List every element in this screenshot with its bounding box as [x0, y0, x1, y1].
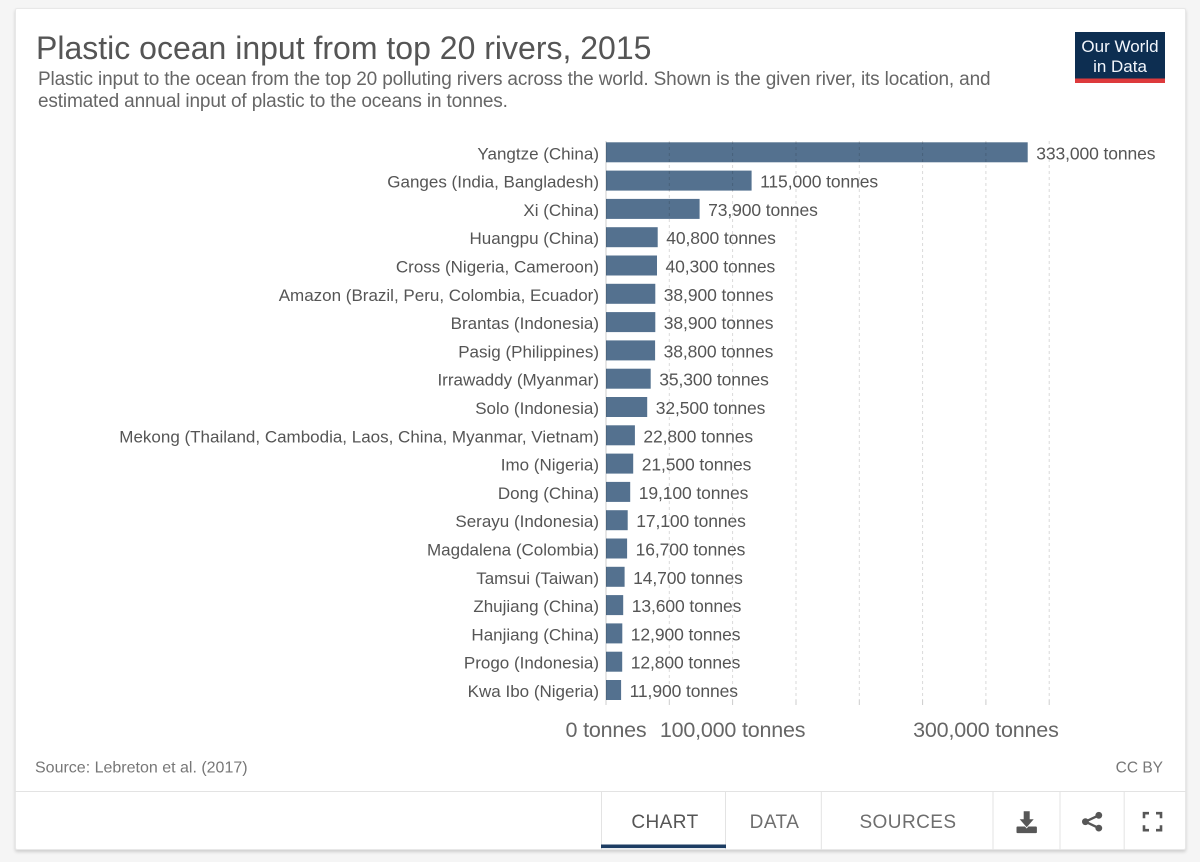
- svg-text:14,700 tonnes: 14,700 tonnes: [633, 568, 743, 588]
- svg-text:Hanjiang (China): Hanjiang (China): [471, 625, 599, 644]
- svg-text:Xi (China): Xi (China): [523, 201, 599, 220]
- svg-text:12,900 tonnes: 12,900 tonnes: [631, 624, 741, 644]
- svg-text:Ganges (India, Bangladesh): Ganges (India, Bangladesh): [387, 173, 599, 192]
- svg-text:Amazon (Brazil, Peru, Colombia: Amazon (Brazil, Peru, Colombia, Ecuador): [279, 286, 599, 305]
- svg-text:CHART: CHART: [631, 812, 698, 833]
- svg-text:Kwa Ibo (Nigeria): Kwa Ibo (Nigeria): [468, 682, 599, 701]
- svg-text:Solo (Indonesia): Solo (Indonesia): [475, 399, 599, 418]
- svg-text:16,700 tonnes: 16,700 tonnes: [636, 540, 746, 560]
- svg-text:Cross (Nigeria, Cameroon): Cross (Nigeria, Cameroon): [396, 258, 599, 277]
- svg-text:CC BY: CC BY: [1116, 760, 1163, 777]
- svg-text:Mekong (Thailand, Cambodia, La: Mekong (Thailand, Cambodia, Laos, China,…: [119, 427, 599, 446]
- svg-text:22,800 tonnes: 22,800 tonnes: [643, 426, 753, 446]
- svg-text:300,000 tonnes: 300,000 tonnes: [913, 718, 1058, 742]
- svg-text:Magdalena (Colombia): Magdalena (Colombia): [427, 541, 599, 560]
- svg-text:Tamsui (Taiwan): Tamsui (Taiwan): [476, 569, 599, 588]
- svg-text:38,900 tonnes: 38,900 tonnes: [664, 313, 774, 333]
- svg-text:Zhujiang (China): Zhujiang (China): [473, 597, 599, 616]
- svg-text:Progo (Indonesia): Progo (Indonesia): [464, 654, 599, 673]
- svg-text:38,800 tonnes: 38,800 tonnes: [664, 341, 774, 361]
- svg-text:Serayu (Indonesia): Serayu (Indonesia): [455, 512, 599, 531]
- svg-text:Irrawaddy (Myanmar): Irrawaddy (Myanmar): [437, 371, 599, 390]
- svg-text:13,600 tonnes: 13,600 tonnes: [632, 596, 742, 616]
- svg-text:in Data: in Data: [1093, 57, 1147, 76]
- svg-text:Source: Lebreton et al. (2017): Source: Lebreton et al. (2017): [35, 760, 248, 777]
- svg-text:Huangpu (China): Huangpu (China): [470, 229, 599, 248]
- svg-text:17,100 tonnes: 17,100 tonnes: [636, 511, 746, 531]
- svg-text:Brantas (Indonesia): Brantas (Indonesia): [451, 314, 599, 333]
- svg-text:40,800 tonnes: 40,800 tonnes: [666, 228, 776, 248]
- svg-text:Imo (Nigeria): Imo (Nigeria): [501, 456, 599, 475]
- svg-text:0 tonnes: 0 tonnes: [566, 718, 647, 742]
- svg-text:35,300 tonnes: 35,300 tonnes: [659, 370, 769, 390]
- svg-text:21,500 tonnes: 21,500 tonnes: [642, 455, 752, 475]
- svg-text:DATA: DATA: [750, 812, 800, 833]
- svg-text:100,000 tonnes: 100,000 tonnes: [660, 718, 805, 742]
- svg-text:Plastic ocean input from top 2: Plastic ocean input from top 20 rivers, …: [36, 30, 651, 66]
- svg-text:11,900 tonnes: 11,900 tonnes: [630, 681, 739, 701]
- svg-text:32,500 tonnes: 32,500 tonnes: [656, 398, 766, 418]
- svg-text:40,300 tonnes: 40,300 tonnes: [666, 257, 776, 277]
- svg-text:Our World: Our World: [1081, 37, 1158, 56]
- svg-text:12,800 tonnes: 12,800 tonnes: [631, 653, 741, 673]
- svg-text:SOURCES: SOURCES: [859, 812, 956, 833]
- svg-text:115,000 tonnes: 115,000 tonnes: [760, 172, 878, 192]
- svg-text:73,900 tonnes: 73,900 tonnes: [708, 200, 818, 220]
- svg-text:Dong (China): Dong (China): [498, 484, 599, 503]
- svg-text:38,900 tonnes: 38,900 tonnes: [664, 285, 774, 305]
- svg-text:Pasig (Philippines): Pasig (Philippines): [458, 342, 599, 361]
- svg-text:Yangtze (China): Yangtze (China): [477, 144, 599, 163]
- svg-text:19,100 tonnes: 19,100 tonnes: [639, 483, 749, 503]
- svg-text:333,000 tonnes: 333,000 tonnes: [1036, 143, 1156, 163]
- svg-text:Plastic input to the ocean fro: Plastic input to the ocean from the top …: [38, 69, 990, 112]
